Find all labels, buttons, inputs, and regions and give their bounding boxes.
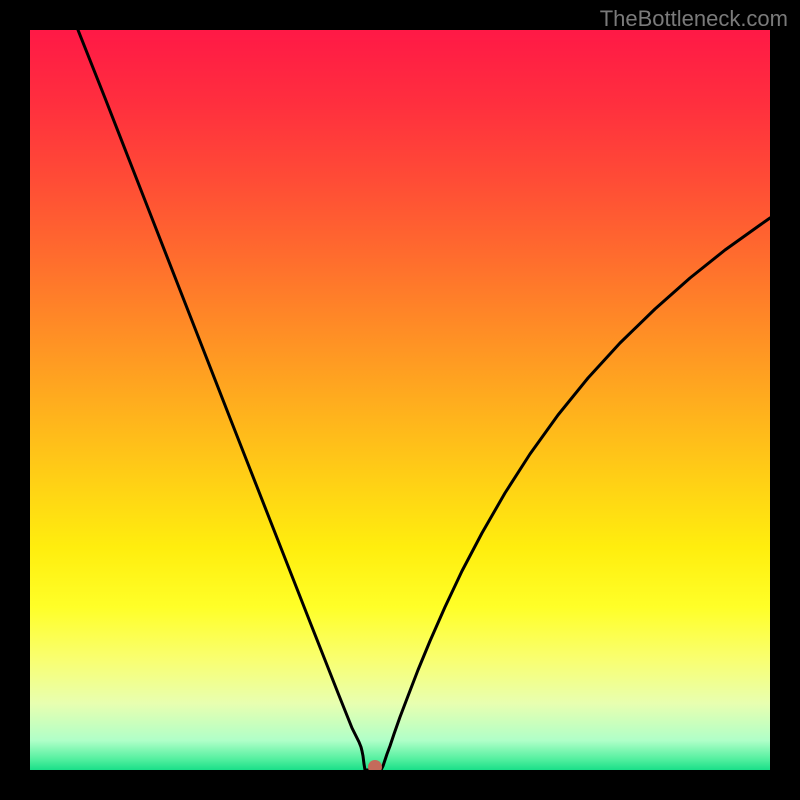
curve-overlay — [30, 30, 770, 770]
watermark-text: TheBottleneck.com — [600, 6, 788, 32]
chart-container — [30, 30, 770, 770]
minimum-marker — [368, 760, 382, 770]
bottleneck-curve — [78, 30, 770, 770]
